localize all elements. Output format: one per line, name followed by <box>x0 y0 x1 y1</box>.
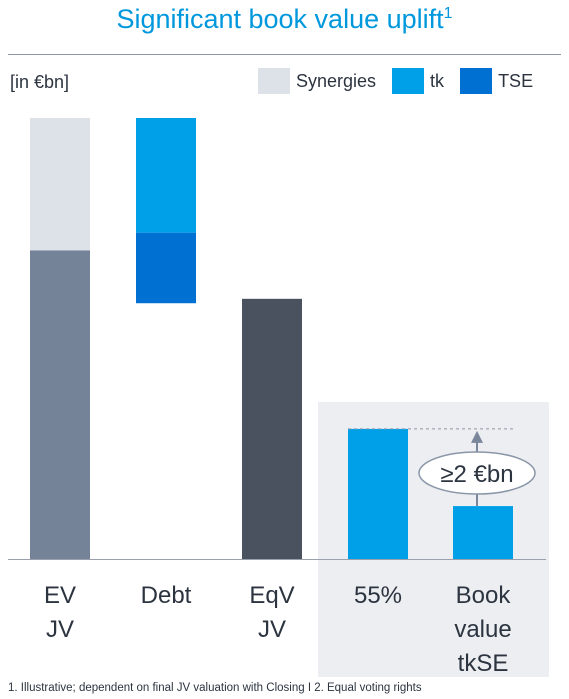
legend-label-tse: TSE <box>498 70 534 91</box>
uplift-arrow-head <box>471 430 483 443</box>
legend-swatch-synergies <box>258 68 290 94</box>
category-label-book-value-tkse: Book <box>456 582 512 609</box>
bar-eqv-jv-eqv <box>242 298 302 559</box>
category-label-ev-jv: JV <box>46 616 74 643</box>
bar-ev-jv-synergies <box>30 118 90 251</box>
category-label-ev-jv: EV <box>44 582 76 609</box>
legend: Synergies tk TSE <box>258 68 549 94</box>
bar-55-tk <box>348 428 408 559</box>
category-label-55: 55% <box>354 582 402 609</box>
legend-label-synergies: Synergies <box>296 70 377 91</box>
legend-label-tk: tk <box>430 70 445 91</box>
unit-label: [in €bn] <box>10 72 70 92</box>
category-label-eqv-jv: EqV <box>249 582 294 609</box>
bar-debt-tk <box>136 118 196 233</box>
legend-swatch-tse <box>460 68 493 94</box>
legend-item-tk: tk <box>392 68 444 94</box>
bar-debt-tse <box>136 232 196 304</box>
bar-ev-jv-base <box>30 250 90 560</box>
annotation-bubble <box>418 451 536 495</box>
category-label-book-value-tkse: tkSE <box>458 650 509 677</box>
chart-title: Significant book value uplift1 <box>116 4 453 34</box>
category-label-debt: Debt <box>141 582 192 609</box>
category-label-eqv-jv: JV <box>258 616 286 643</box>
title-divider <box>8 54 561 55</box>
footnote: 1. Illustrative; dependent on final JV v… <box>8 682 422 694</box>
legend-item-synergies: Synergies <box>258 68 376 94</box>
bar-book-value-tkse-tk <box>453 506 513 559</box>
title-footnote-marker: 1 <box>443 5 453 22</box>
legend-swatch-tk <box>392 68 425 94</box>
category-label-book-value-tkse: value <box>454 616 511 643</box>
annotation-label: ≥2 €bn <box>440 461 513 488</box>
legend-item-tse: TSE <box>460 68 533 94</box>
